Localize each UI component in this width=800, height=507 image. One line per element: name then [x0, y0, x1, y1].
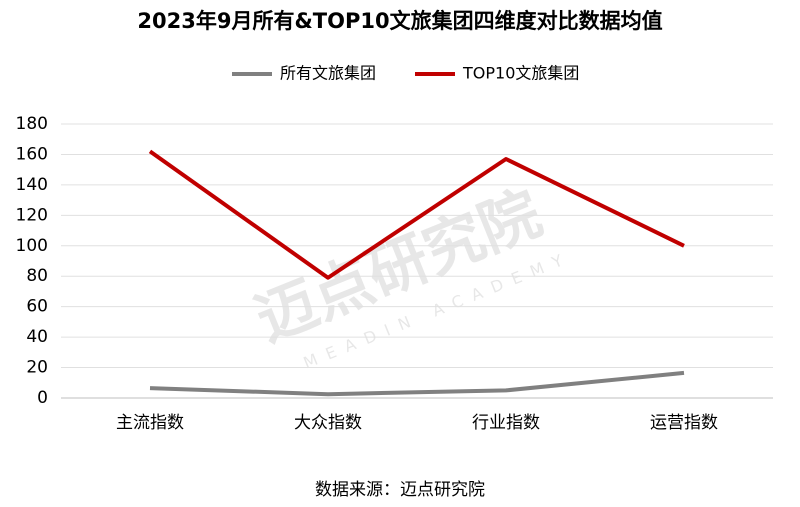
legend-label: 所有文旅集团 — [280, 64, 376, 83]
legend-label: TOP10文旅集团 — [462, 64, 579, 83]
y-tick-label: 160 — [16, 144, 48, 164]
source-note: 数据来源：迈点研究院 — [315, 480, 485, 500]
watermark: 迈点研究院 MEADIN ACADEMY — [247, 178, 575, 372]
y-tick-label: 20 — [26, 358, 48, 378]
y-tick-label: 180 — [16, 114, 48, 134]
y-tick-label: 60 — [26, 297, 48, 317]
y-tick-label: 120 — [16, 205, 48, 225]
y-tick-label: 80 — [26, 266, 48, 286]
chart-title: 2023年9月所有&TOP10文旅集团四维度对比数据均值 — [137, 9, 662, 33]
y-tick-label: 140 — [16, 175, 48, 195]
y-tick-label: 40 — [26, 327, 48, 347]
x-tick-label: 运营指数 — [650, 413, 718, 433]
x-tick-label: 主流指数 — [116, 413, 184, 433]
series-line — [148, 149, 685, 280]
series-line — [149, 370, 685, 397]
x-tick-label: 大众指数 — [294, 413, 362, 433]
y-tick-label: 100 — [16, 236, 48, 256]
x-tick-label: 行业指数 — [472, 413, 540, 433]
y-tick-label: 0 — [37, 388, 48, 408]
